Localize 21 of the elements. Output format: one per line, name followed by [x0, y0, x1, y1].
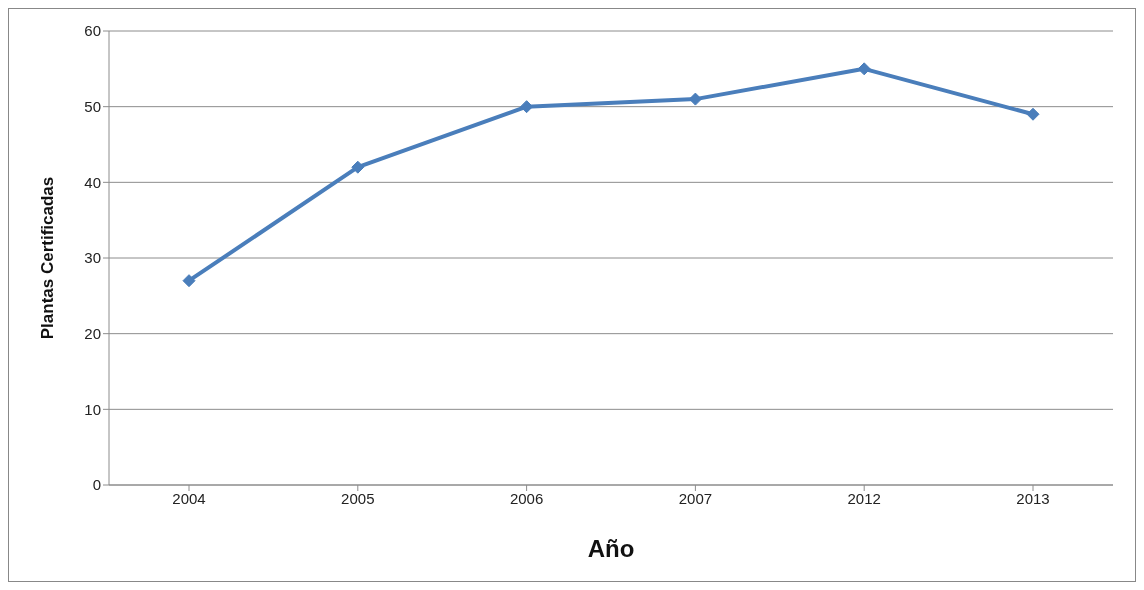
point: [351, 160, 365, 174]
point: [520, 100, 534, 114]
y-tick-label: 30: [84, 249, 101, 267]
point: [182, 274, 196, 288]
x-tick-label: 2004: [172, 489, 206, 507]
y-tick-label: 20: [84, 324, 101, 342]
x-tick-label: 2005: [341, 489, 375, 507]
y-tick-label: 60: [84, 22, 101, 40]
y-tick-label: 10: [84, 400, 101, 418]
x-tick-label: 2007: [678, 489, 713, 507]
y-tick-label: 0: [92, 476, 101, 494]
x-tick-label: 2013: [1016, 489, 1050, 507]
point: [857, 62, 871, 76]
x-tick-label: 2012: [847, 489, 881, 507]
x-axis-title: Año: [587, 535, 635, 562]
y-tick-label: 40: [84, 173, 101, 191]
y-tick-label: 50: [84, 97, 101, 115]
point: [1026, 107, 1040, 121]
y-axis-title: Plantas Certificadas: [38, 176, 58, 340]
x-tick-label: 2006: [509, 489, 544, 507]
point: [688, 92, 702, 106]
